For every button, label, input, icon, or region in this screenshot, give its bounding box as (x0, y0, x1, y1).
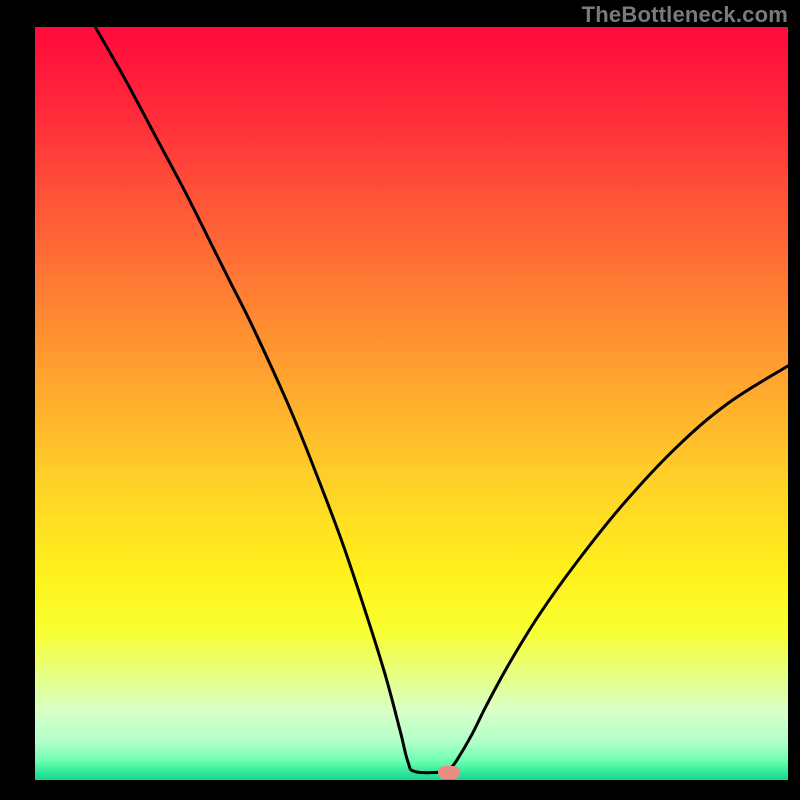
watermark-text: TheBottleneck.com (582, 2, 788, 28)
sweet-spot-marker (438, 766, 460, 779)
bottleneck-curve (95, 27, 788, 773)
curve-svg (35, 27, 788, 780)
stage: TheBottleneck.com (0, 0, 800, 800)
plot-area (35, 27, 788, 780)
